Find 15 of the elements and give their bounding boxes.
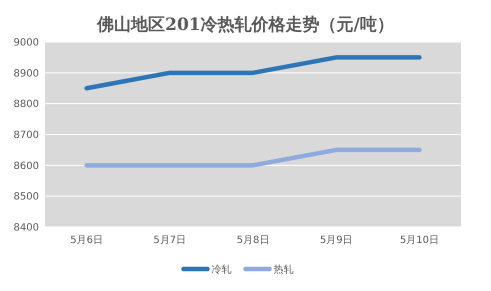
legend-label: 热轧 [274,264,294,276]
y-tick-label: 8900 [14,68,39,80]
x-tick-label: 5月8日 [236,235,270,246]
x-tick-label: 5月6日 [70,235,103,246]
x-tick-label: 5月9日 [320,235,353,246]
y-tick-label: 8800 [14,99,39,110]
y-tick-label: 8500 [14,192,39,203]
x-tick-label: 5月7日 [153,235,186,246]
y-tick-label: 8600 [14,160,39,172]
x-tick-label: 5月10日 [400,235,439,246]
chart-title: 佛山地区201冷热轧价格走势（元/吨） [96,15,394,35]
y-tick-label: 8700 [14,130,39,141]
legend-label: 冷轧 [212,264,232,276]
y-tick-label: 9000 [14,38,39,48]
y-tick-label: 8400 [14,222,39,234]
